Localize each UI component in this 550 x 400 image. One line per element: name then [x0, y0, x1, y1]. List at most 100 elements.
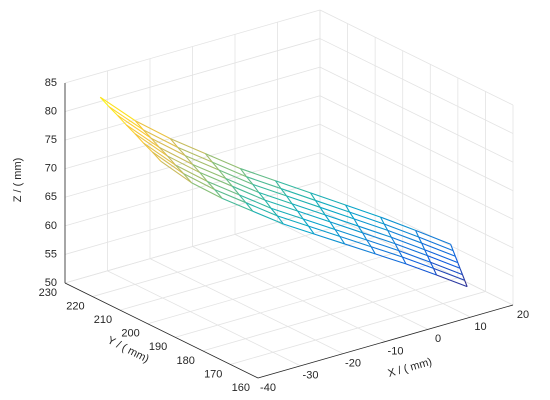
- mesh-edge: [362, 232, 396, 245]
- mesh-edge: [245, 202, 254, 212]
- z-tick-label: 75: [45, 134, 57, 146]
- x-tick-label: 0: [435, 333, 441, 345]
- mesh-edge: [297, 210, 331, 223]
- grid-line: [319, 95, 514, 192]
- grid-line: [64, 123, 321, 198]
- mesh-edge: [270, 207, 278, 217]
- mesh-edge: [192, 163, 226, 179]
- mesh-edge: [424, 249, 458, 264]
- mesh-edge: [380, 216, 416, 231]
- mesh-edge: [345, 204, 351, 213]
- mesh-edge: [214, 189, 223, 199]
- grid-line: [192, 246, 386, 342]
- mesh-edge: [286, 195, 321, 208]
- mesh-edge: [433, 267, 465, 281]
- mesh-edge: [270, 207, 304, 220]
- mesh-edge: [238, 194, 247, 204]
- z-tick-label: 50: [45, 277, 57, 289]
- mesh-edge: [358, 225, 392, 238]
- mesh-edge: [239, 168, 247, 178]
- x-axis-label: X / ( mm): [387, 356, 434, 380]
- grid-line: [64, 9, 321, 84]
- mesh-edge: [192, 164, 201, 173]
- mesh-edge: [405, 263, 437, 276]
- mesh-edge: [429, 262, 434, 269]
- z-tick-label: 65: [45, 191, 57, 203]
- grid-line: [319, 38, 514, 134]
- x-tick-label: -30: [303, 370, 319, 382]
- mesh-edge: [142, 129, 152, 139]
- grid-line: [202, 277, 458, 352]
- mesh-edge: [366, 239, 372, 248]
- mesh-edge: [152, 151, 184, 175]
- mesh-edge: [158, 147, 168, 157]
- mesh-edge: [402, 256, 434, 269]
- y-tick-label: 160: [232, 382, 250, 394]
- grid-line: [319, 181, 514, 277]
- z-tick-label: 85: [45, 77, 57, 89]
- mesh-edge: [184, 155, 194, 165]
- mesh-edge: [191, 182, 223, 199]
- mesh-edge: [344, 243, 376, 255]
- z-tick-label: 60: [45, 220, 57, 232]
- grid-line: [64, 209, 321, 284]
- mesh-edge: [239, 194, 272, 209]
- mesh-edge: [329, 221, 336, 230]
- mesh-edge: [240, 168, 276, 182]
- mesh-edge: [334, 228, 367, 241]
- mesh-edge: [231, 185, 240, 196]
- mesh-edge: [450, 244, 454, 251]
- y-tick-label: 230: [39, 287, 57, 299]
- mesh-edge: [214, 189, 247, 204]
- mesh-edge: [169, 138, 179, 148]
- mesh-edge: [264, 199, 272, 209]
- mesh-edge: [415, 230, 420, 238]
- mesh-edge: [160, 160, 192, 184]
- mesh-edge: [353, 218, 359, 227]
- grid-line: [64, 38, 321, 112]
- mesh-edge: [232, 185, 266, 201]
- y-tick-label: 200: [121, 328, 139, 340]
- mesh-edge: [211, 161, 220, 171]
- mesh-edge: [418, 236, 423, 244]
- mesh-edge: [283, 223, 315, 235]
- mesh-edge: [383, 223, 389, 231]
- mesh-edge: [401, 256, 407, 265]
- grid-line: [230, 291, 486, 365]
- y-tick-label: 180: [176, 355, 194, 367]
- mesh-edge: [302, 218, 309, 227]
- mesh-edge: [421, 242, 426, 250]
- y-tick-label: 220: [66, 300, 84, 312]
- mesh-edge: [375, 253, 407, 265]
- mesh-edge: [353, 218, 388, 231]
- grid-line: [64, 152, 321, 227]
- mesh-edge: [206, 180, 216, 190]
- mesh-edge: [199, 172, 208, 182]
- mesh-edge: [308, 225, 315, 235]
- mesh-edge: [452, 250, 456, 257]
- mesh-edge: [461, 274, 466, 281]
- mesh-edge: [421, 242, 456, 257]
- mesh-edge: [324, 214, 359, 227]
- z-tick-label: 80: [45, 105, 57, 117]
- mesh-edge: [275, 180, 311, 194]
- mesh-edge: [286, 195, 293, 205]
- mesh-edge: [252, 210, 284, 225]
- x-tick-label: -40: [260, 382, 276, 394]
- mesh-edge: [459, 268, 463, 275]
- mesh-edge: [175, 164, 184, 175]
- z-tick-label: 55: [45, 248, 57, 260]
- grid-line: [147, 250, 403, 325]
- mesh-edge: [212, 161, 247, 178]
- mesh-edge: [349, 211, 355, 220]
- grid-line: [64, 66, 321, 141]
- mesh-edge: [366, 239, 399, 252]
- mesh-edge: [167, 155, 176, 166]
- grid-line: [92, 223, 348, 297]
- mesh-edge: [258, 192, 293, 205]
- mesh-edge: [175, 164, 208, 182]
- grid-line: [149, 258, 344, 355]
- mesh-edge: [276, 215, 284, 225]
- grid-line: [234, 233, 429, 330]
